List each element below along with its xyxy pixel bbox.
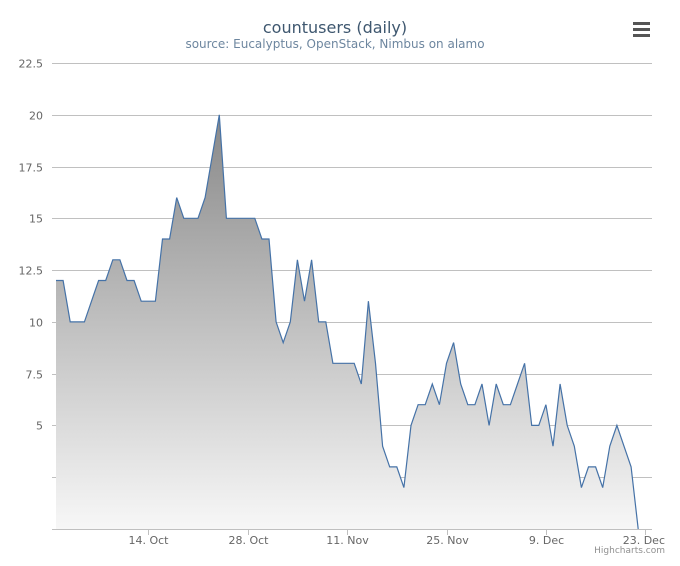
series-line <box>56 114 639 530</box>
x-tick-label: 23. Dec <box>623 534 665 547</box>
x-tick-label: 9. Dec <box>529 534 564 547</box>
x-tick-label: 25. Nov <box>426 534 469 547</box>
y-tick-label: 22.5 <box>19 58 44 71</box>
series-area <box>56 114 639 530</box>
y-tick-label: 15 <box>29 213 43 226</box>
y-tick-label: 7.5 <box>26 369 44 382</box>
hamburger-menu-icon <box>633 22 650 37</box>
x-axis: 14. Oct 28. Oct 11. Nov 25. Nov 9. Dec 23. De… <box>52 529 665 547</box>
y-tick-label: 17.5 <box>19 162 44 175</box>
x-tick-label: 11. Nov <box>326 534 369 547</box>
credits[interactable]: Highcharts.com <box>594 546 665 556</box>
y-tick-label: 12.5 <box>19 265 44 278</box>
x-tick-label: 28. Oct <box>228 534 269 547</box>
chart-menu-button[interactable] <box>626 16 658 42</box>
chart-subtitle: source: Eucalyptus, OpenStack, Nimbus on… <box>185 37 484 51</box>
y-tick-label: 20 <box>29 110 43 123</box>
y-axis: 22.5 20 17.5 15 12.5 10 7.5 5 <box>19 58 44 433</box>
y-tick-label: 10 <box>29 317 43 330</box>
y-tick-label: 5 <box>36 420 43 433</box>
x-tick-label: 14. Oct <box>128 534 169 547</box>
chart-title: countusers (daily) <box>263 18 407 37</box>
